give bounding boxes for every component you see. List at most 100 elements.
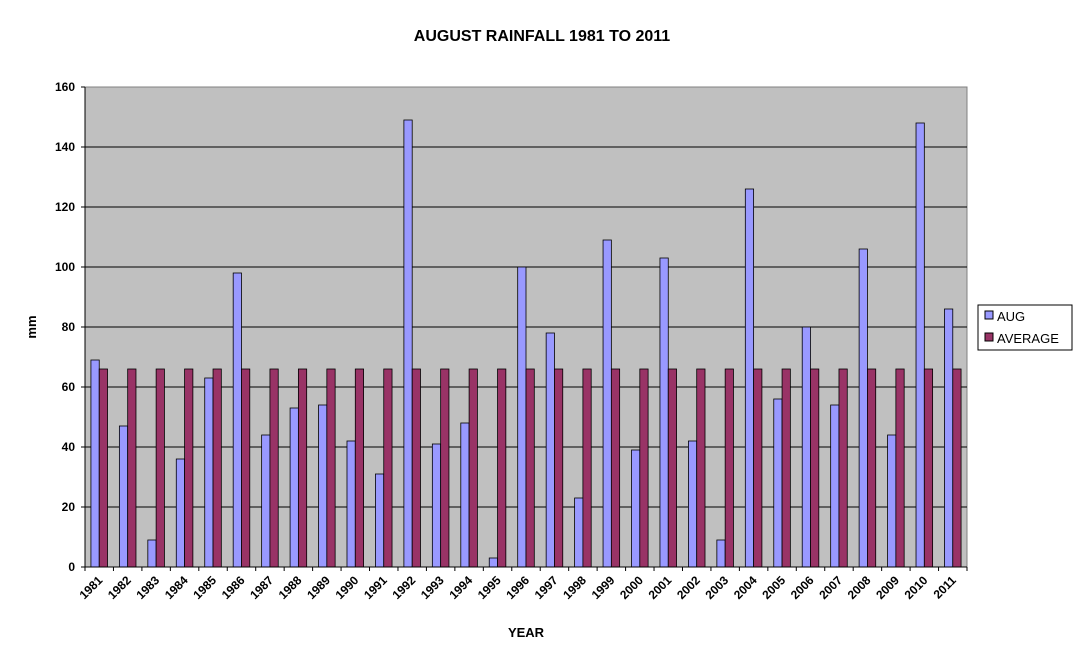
bar-average-2000 xyxy=(639,368,649,568)
bar-average-2009 xyxy=(895,368,905,568)
bar-aug-2004 xyxy=(744,188,755,568)
x-tick-label-1982: 1982 xyxy=(105,573,134,602)
bar-average-1986 xyxy=(241,368,251,568)
x-axis-title: YEAR xyxy=(508,625,545,640)
x-tick-label-2006: 2006 xyxy=(788,573,817,602)
chart-title: AUGUST RAINFALL 1981 TO 2011 xyxy=(414,28,670,45)
x-tick-label-2002: 2002 xyxy=(674,573,703,602)
bar-average-1985 xyxy=(212,368,222,568)
bar-aug-2007 xyxy=(830,404,840,568)
x-tick-label-1988: 1988 xyxy=(276,573,305,602)
bar-aug-2009 xyxy=(887,434,897,568)
bar-average-1994 xyxy=(468,368,478,568)
x-tick-label-1986: 1986 xyxy=(219,573,248,602)
y-tick-label: 120 xyxy=(55,200,75,214)
bar-aug-1982 xyxy=(118,425,129,568)
bar-aug-2001 xyxy=(659,257,669,568)
x-tick-label-1993: 1993 xyxy=(418,573,447,602)
bar-average-2007 xyxy=(838,368,848,568)
x-tick-label-2003: 2003 xyxy=(703,573,732,602)
bar-average-1990 xyxy=(354,368,364,568)
bar-aug-1988 xyxy=(289,407,299,568)
x-tick-label-1994: 1994 xyxy=(446,573,475,602)
bar-average-2004 xyxy=(753,368,763,568)
bar-average-2001 xyxy=(667,368,677,568)
x-tick-label-2004: 2004 xyxy=(731,573,760,602)
y-tick-label: 80 xyxy=(62,320,76,334)
bar-aug-2006 xyxy=(801,326,811,568)
bar-aug-1999 xyxy=(602,239,612,568)
bar-average-1993 xyxy=(440,368,450,568)
x-tick-label-2001: 2001 xyxy=(646,573,675,602)
x-tick-label-2007: 2007 xyxy=(816,573,845,602)
bar-average-2002 xyxy=(696,368,706,568)
bar-average-2006 xyxy=(810,368,820,568)
bar-aug-2003 xyxy=(716,539,726,568)
y-tick-label: 20 xyxy=(62,500,76,514)
x-tick-label-2011: 2011 xyxy=(931,573,960,602)
legend-swatch-aug xyxy=(984,310,994,320)
x-tick-label-1983: 1983 xyxy=(133,573,162,602)
bar-average-1996 xyxy=(525,368,535,568)
bar-aug-1990 xyxy=(346,440,356,568)
bar-aug-1991 xyxy=(375,473,385,568)
legend-label-average: AVERAGE xyxy=(997,331,1059,346)
bar-aug-1998 xyxy=(574,497,584,568)
bar-average-2011 xyxy=(952,368,962,568)
bar-aug-1983 xyxy=(147,539,157,568)
bar-aug-2011 xyxy=(944,308,954,568)
bar-average-1987 xyxy=(269,368,279,568)
y-axis-title: mm xyxy=(24,315,39,338)
y-tick-labels: 0 20 40 60 80 100 120 140 160 xyxy=(55,80,75,574)
axes xyxy=(81,86,968,571)
x-tick-label-1985: 1985 xyxy=(190,573,219,602)
bar-average-1998 xyxy=(582,368,592,568)
x-tick-label-1989: 1989 xyxy=(304,573,333,602)
bar-aug-1989 xyxy=(318,404,328,568)
bar-average-2003 xyxy=(724,368,734,568)
bar-aug-2000 xyxy=(631,449,641,568)
x-tick-label-1984: 1984 xyxy=(162,573,191,602)
y-tick-label: 140 xyxy=(55,140,75,154)
bar-aug-2002 xyxy=(688,440,698,568)
y-tick-label: 100 xyxy=(55,260,75,274)
x-tick-label-1990: 1990 xyxy=(333,573,362,602)
x-tick-label-1991: 1991 xyxy=(361,573,390,602)
bar-aug-1994 xyxy=(460,422,470,568)
x-tick-label-1995: 1995 xyxy=(475,573,504,602)
x-tick-label-2010: 2010 xyxy=(902,573,931,602)
bar-average-1992 xyxy=(411,368,421,568)
y-tick-label: 160 xyxy=(55,80,75,94)
legend-swatch-average xyxy=(984,332,994,342)
x-tick-label-2000: 2000 xyxy=(617,573,646,602)
bar-aug-1992 xyxy=(403,119,413,568)
legend: AUG AVERAGE xyxy=(977,304,1073,351)
bar-aug-1986 xyxy=(232,272,242,568)
bar-aug-2008 xyxy=(858,248,868,568)
bar-aug-1981 xyxy=(90,359,100,568)
bar-average-1981 xyxy=(98,368,108,568)
legend-label-aug: AUG xyxy=(997,309,1025,324)
bar-average-1983 xyxy=(155,368,165,568)
x-tick-label-1987: 1987 xyxy=(247,573,276,602)
bar-average-1988 xyxy=(297,368,308,568)
bar-aug-1987 xyxy=(261,434,271,568)
x-tick-label-1999: 1999 xyxy=(589,573,618,602)
bar-average-1995 xyxy=(497,368,507,568)
bar-average-1999 xyxy=(610,368,621,568)
bar-average-1991 xyxy=(383,368,393,568)
bar-aug-1996 xyxy=(517,266,527,568)
bar-average-1984 xyxy=(184,368,194,568)
bar-average-2005 xyxy=(781,368,791,568)
x-tick-label-1998: 1998 xyxy=(560,573,589,602)
x-tick-label-2005: 2005 xyxy=(759,573,788,602)
bar-aug-1985 xyxy=(204,377,214,568)
x-tick-label-2008: 2008 xyxy=(845,573,874,602)
x-tick-label-1997: 1997 xyxy=(532,573,561,602)
x-tick-labels: 1981 1982 1983 1984 1985 1986 1987 1988 1989 1990… xyxy=(77,573,960,602)
y-tick-label: 0 xyxy=(68,560,75,574)
bar-average-2010 xyxy=(923,368,934,568)
x-tick-label-1992: 1992 xyxy=(390,573,419,602)
bar-aug-1997 xyxy=(545,332,555,568)
